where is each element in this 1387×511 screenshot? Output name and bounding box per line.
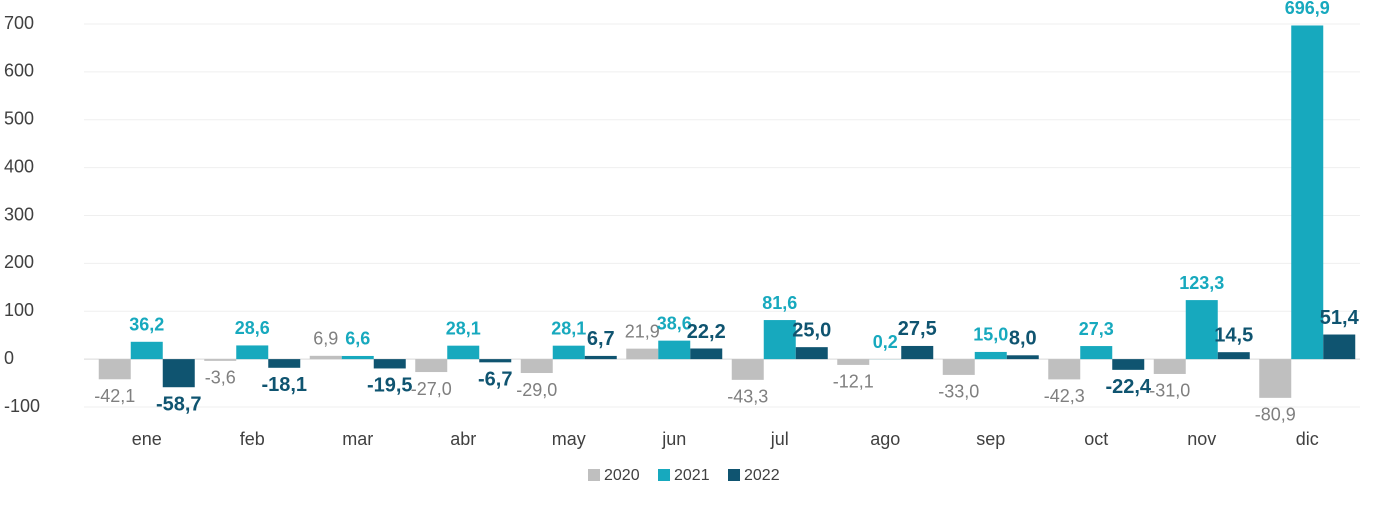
bar <box>1217 352 1250 360</box>
data-label: -29,0 <box>516 380 557 400</box>
y-tick-label: 100 <box>4 300 34 320</box>
data-label: -19,5 <box>367 375 413 397</box>
bar <box>626 348 659 360</box>
data-label: 28,6 <box>235 318 270 338</box>
bar <box>341 355 374 360</box>
bar <box>1291 25 1324 360</box>
bar <box>447 345 480 360</box>
data-label: 28,1 <box>446 318 481 338</box>
bar <box>268 359 301 368</box>
data-label: -12,1 <box>833 372 874 392</box>
data-label: 25,0 <box>792 319 831 341</box>
x-tick-label: ene <box>132 429 162 449</box>
data-label: 6,9 <box>313 329 338 349</box>
data-label: 6,6 <box>345 329 370 349</box>
data-label: 696,9 <box>1285 0 1330 18</box>
data-label: -6,7 <box>478 369 512 391</box>
bar <box>309 355 342 360</box>
data-label: -22,4 <box>1105 376 1151 398</box>
data-label: 51,4 <box>1320 307 1360 329</box>
x-tick-label: nov <box>1187 429 1216 449</box>
bar <box>98 359 131 380</box>
x-tick-label: jul <box>770 429 789 449</box>
bar <box>584 355 617 360</box>
bar <box>837 359 870 365</box>
data-label: 36,2 <box>129 315 164 335</box>
bar <box>1259 359 1292 398</box>
data-label: 22,2 <box>687 321 726 343</box>
y-tick-label: -100 <box>4 396 40 416</box>
bar <box>130 341 163 360</box>
bar <box>552 345 585 360</box>
x-tick-label: feb <box>240 429 265 449</box>
bar <box>1112 359 1145 370</box>
bar <box>520 359 553 374</box>
bar <box>204 359 237 361</box>
legend-label: 2022 <box>744 467 780 484</box>
bar <box>479 359 512 363</box>
bar <box>1048 359 1081 380</box>
y-tick-label: 400 <box>4 156 34 176</box>
data-label: -27,0 <box>411 379 452 399</box>
bar <box>795 347 828 360</box>
data-label: 15,0 <box>973 325 1008 345</box>
bar <box>236 345 269 360</box>
data-label: 38,6 <box>657 313 692 333</box>
bar <box>763 320 796 360</box>
data-label: -3,6 <box>205 368 236 388</box>
bar <box>731 359 764 380</box>
data-label: 27,3 <box>1079 319 1114 339</box>
bar <box>415 359 448 373</box>
y-tick-label: 300 <box>4 204 34 224</box>
data-label: 6,7 <box>587 328 615 350</box>
bar <box>1185 300 1218 360</box>
legend-swatch <box>658 469 670 481</box>
legend-label: 2021 <box>674 467 710 484</box>
data-label: -42,3 <box>1044 386 1085 406</box>
bar <box>942 359 975 375</box>
bar <box>658 340 691 360</box>
legend-swatch <box>588 469 600 481</box>
bar <box>162 359 195 388</box>
x-tick-label: jun <box>661 429 686 449</box>
legend-swatch <box>728 469 740 481</box>
data-label: 21,9 <box>625 321 660 341</box>
x-tick-label: sep <box>976 429 1005 449</box>
x-tick-label: mar <box>342 429 373 449</box>
bar <box>901 345 934 360</box>
x-tick-label: dic <box>1296 429 1319 449</box>
bar <box>974 351 1007 360</box>
y-tick-label: 700 <box>4 13 34 33</box>
data-label: -43,3 <box>727 387 768 407</box>
data-label: -58,7 <box>156 394 202 416</box>
x-tick-label: ago <box>870 429 900 449</box>
data-label: -33,0 <box>938 382 979 402</box>
data-label: 8,0 <box>1009 328 1037 350</box>
data-label: -80,9 <box>1255 405 1296 425</box>
data-label: 81,6 <box>762 293 797 313</box>
x-tick-label: may <box>552 429 586 449</box>
x-tick-label: abr <box>450 429 476 449</box>
y-tick-label: 200 <box>4 252 34 272</box>
bar <box>1153 359 1186 374</box>
data-label: 14,5 <box>1214 324 1253 346</box>
y-tick-label: 0 <box>4 348 14 368</box>
y-tick-label: 500 <box>4 109 34 129</box>
bar <box>1323 334 1356 360</box>
data-label: -42,1 <box>94 386 135 406</box>
bar <box>373 359 406 369</box>
data-label: -18,1 <box>261 374 307 396</box>
bar <box>1080 346 1113 360</box>
data-label: 27,5 <box>898 318 937 340</box>
data-label: 28,1 <box>551 318 586 338</box>
data-label: -31,0 <box>1149 381 1190 401</box>
x-tick-label: oct <box>1084 429 1108 449</box>
data-label: 0,2 <box>873 332 898 352</box>
bar <box>690 348 723 360</box>
data-label: 123,3 <box>1179 273 1224 293</box>
y-tick-label: 600 <box>4 61 34 81</box>
legend-label: 2020 <box>604 467 640 484</box>
bar <box>1006 355 1039 360</box>
